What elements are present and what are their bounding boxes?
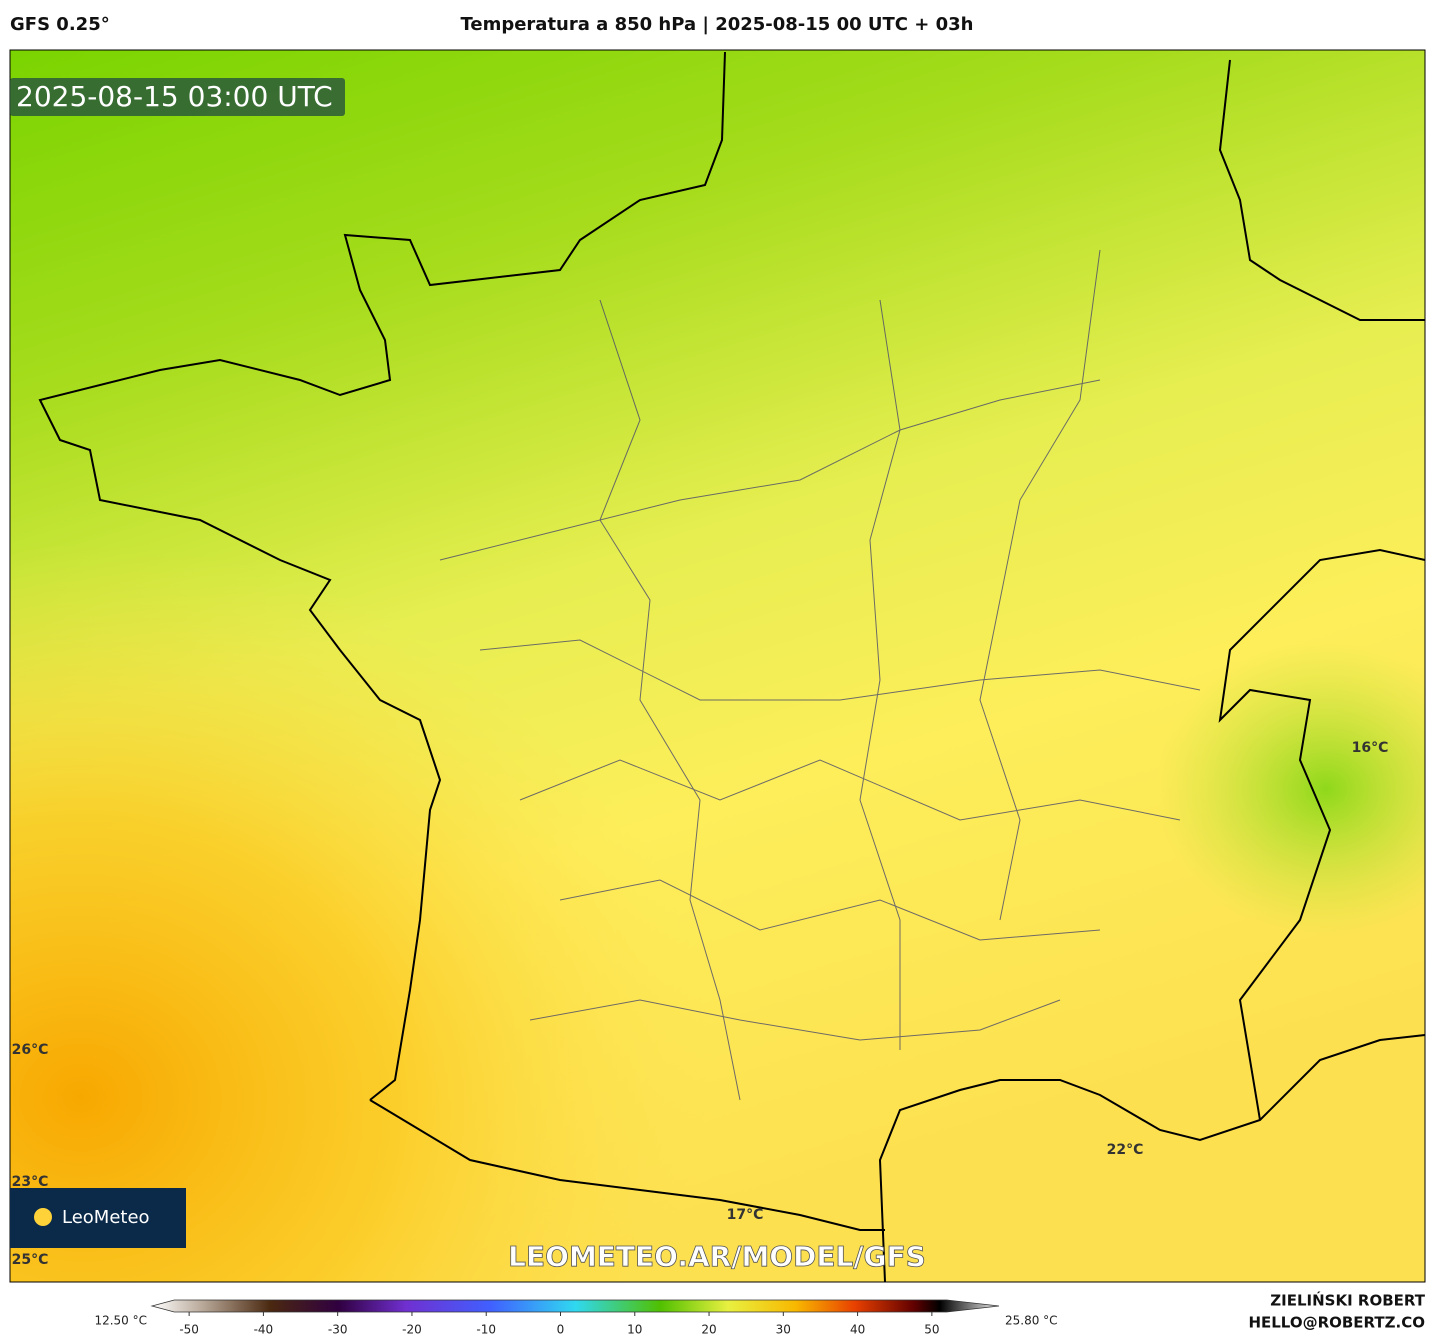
colorbar-tick-label: 20	[701, 1323, 716, 1337]
colorbar-tick-label: -30	[328, 1323, 348, 1337]
colorbar-tick-label: 0	[557, 1323, 565, 1337]
watermark: LEOMETEO.AR/MODEL/GFS	[508, 1240, 926, 1273]
isotherm-label: 17°C	[727, 1207, 764, 1223]
colorbar-bar	[150, 1299, 1000, 1313]
author: ZIELIŃSKI ROBERT	[1270, 1291, 1425, 1310]
colorbar: -50 -40 -30 -20 -10 0 10 20 30 40 50	[150, 1299, 1000, 1337]
isotherm-label: 16°C	[1352, 740, 1389, 756]
colorbar-tick-label: -20	[402, 1323, 422, 1337]
title: Temperatura a 850 hPa | 2025-08-15 00 UT…	[460, 14, 973, 35]
model: GFS 0.25°	[10, 14, 110, 35]
colorbar-tick-label: 30	[776, 1323, 791, 1337]
isotherm-label: 26°C	[12, 1042, 49, 1058]
colorbar-tick-label: 50	[924, 1323, 939, 1337]
colorbar-min: 12.50 °C	[94, 1314, 147, 1328]
map: 2025-08-15 03:00 UTC 16°C 22°C 26°C 23°C 25°…	[9, 49, 1426, 1283]
isotherm-label: 25°C	[12, 1252, 49, 1268]
colorbar-tick-label: -50	[179, 1323, 199, 1337]
colorbar-max: 25.80 °C	[1005, 1314, 1058, 1328]
colorbar-tick-label: -10	[476, 1323, 496, 1337]
isotherm-label: 23°C	[12, 1174, 49, 1190]
colorbar-tick-label: 40	[850, 1323, 865, 1337]
colorbar-tick-label: 10	[627, 1323, 642, 1337]
logo: LeoMeteo	[62, 1207, 150, 1228]
timestamp: 2025-08-15 03:00 UTC	[16, 80, 333, 113]
isotherm-label: 22°C	[1107, 1142, 1144, 1158]
email: HELLO@ROBERTZ.CO	[1248, 1314, 1425, 1332]
colorbar-tick-label: -40	[254, 1323, 274, 1337]
